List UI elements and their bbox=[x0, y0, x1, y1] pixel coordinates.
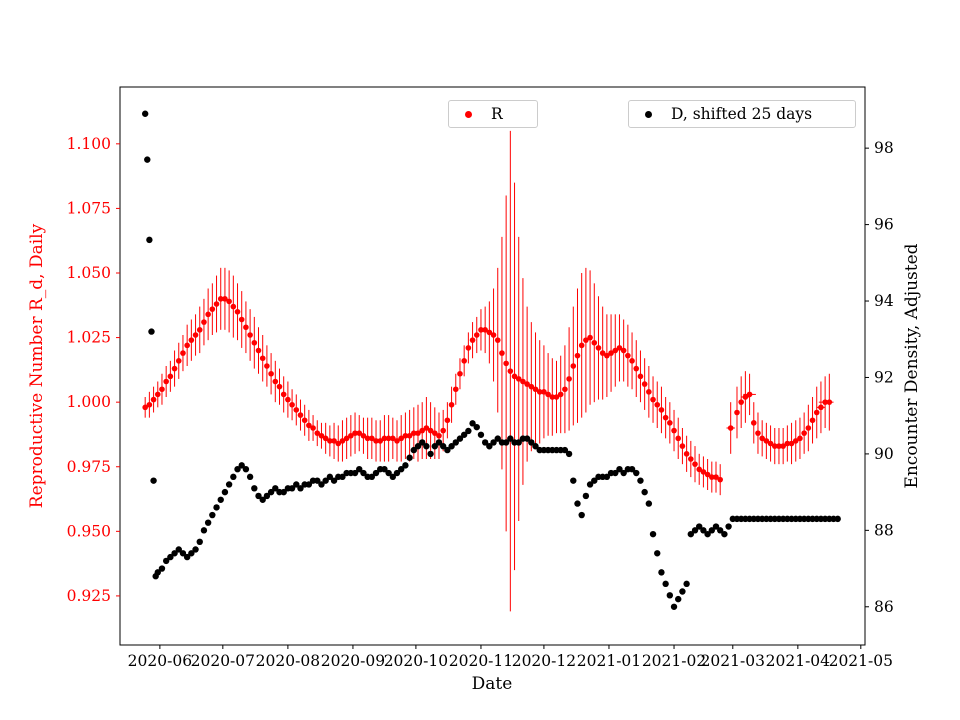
y-right-tick-label: 90 bbox=[874, 445, 894, 463]
x-axis-label: Date bbox=[471, 674, 513, 694]
legend-d-label: D, shifted 25 days bbox=[671, 105, 813, 123]
legend-r-label: R bbox=[491, 105, 503, 123]
x-tick-label: 2021-03 bbox=[701, 652, 765, 670]
y-left-tick-label: 1.000 bbox=[67, 393, 111, 411]
x-tick-label: 2020-06 bbox=[128, 652, 192, 670]
y-axis-label-left: Reproductive Number R_d, Daily bbox=[27, 223, 47, 509]
x-tick-label: 2020-07 bbox=[191, 652, 255, 670]
y-left-tick-label: 0.925 bbox=[67, 587, 111, 605]
y-right-tick-label: 88 bbox=[874, 521, 894, 539]
y-right-tick-label: 92 bbox=[874, 368, 894, 386]
y-left-tick-label: 1.100 bbox=[67, 135, 111, 153]
y-right-tick-label: 86 bbox=[874, 598, 894, 616]
y-right-tick-label: 96 bbox=[874, 216, 894, 234]
y-left-tick-label: 1.050 bbox=[67, 264, 111, 282]
x-tick-label: 2020-09 bbox=[321, 652, 385, 670]
y-axis-left: 0.925 0.950 0.975 1.000 1.025 1.050 1.075 1.100 bbox=[67, 135, 120, 605]
y-left-tick-label: 0.950 bbox=[67, 522, 111, 540]
y-axis-label-right: Encounter Density, Adjusted bbox=[902, 243, 922, 489]
y-left-tick-label: 1.025 bbox=[67, 329, 111, 347]
x-tick-label: 2021-04 bbox=[766, 652, 831, 670]
y-left-tick-label: 1.075 bbox=[67, 199, 111, 217]
x-tick-label: 2020-10 bbox=[384, 652, 448, 670]
x-tick-label: 2021-05 bbox=[829, 652, 893, 670]
y-right-tick-label: 98 bbox=[874, 139, 894, 157]
d-series bbox=[141, 110, 841, 610]
legend-d: D, shifted 25 days bbox=[628, 100, 856, 128]
r-error-bars bbox=[144, 130, 834, 612]
y-left-tick-label: 0.975 bbox=[67, 458, 111, 476]
plot-border bbox=[119, 86, 866, 646]
x-tick-label: 2020-12 bbox=[512, 652, 576, 670]
r-series bbox=[142, 296, 833, 483]
y-axis-right: 86 88 90 92 94 96 98 bbox=[865, 139, 894, 616]
legend-d-marker-icon bbox=[645, 110, 652, 118]
x-tick-label: 2021-02 bbox=[642, 652, 706, 670]
x-tick-label: 2021-01 bbox=[577, 652, 641, 670]
legend-r: R bbox=[448, 100, 538, 128]
x-tick-label: 2020-08 bbox=[256, 652, 320, 670]
legend-r-marker-icon bbox=[465, 110, 472, 118]
y-right-tick-label: 94 bbox=[874, 292, 894, 310]
x-tick-label: 2020-11 bbox=[449, 652, 513, 670]
